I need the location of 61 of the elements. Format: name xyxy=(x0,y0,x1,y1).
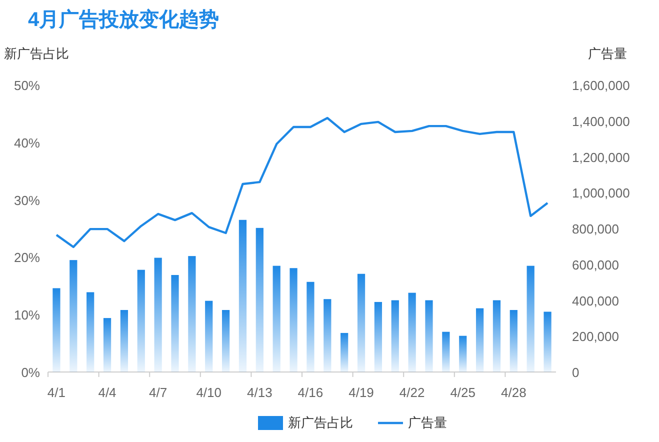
y2-tick-label: 400,000 xyxy=(572,293,619,308)
y-tick-label: 30% xyxy=(14,192,40,208)
bar xyxy=(70,260,78,372)
y2-tick-label: 0 xyxy=(572,365,580,380)
bar xyxy=(52,288,60,372)
bar xyxy=(510,310,518,372)
bar xyxy=(357,274,366,372)
x-tick-label: 4/7 xyxy=(149,385,168,400)
bar xyxy=(306,282,314,372)
bar xyxy=(544,312,552,372)
x-tick-label: 4/13 xyxy=(247,385,272,400)
bar xyxy=(188,256,196,372)
y-tick-label: 0% xyxy=(21,365,40,380)
y-axis-title: 新广告占比 xyxy=(4,46,69,61)
y2-tick-label: 200,000 xyxy=(572,329,619,344)
x-tick-label: 4/22 xyxy=(399,385,425,400)
bar xyxy=(492,300,501,372)
x-tick-label: 4/16 xyxy=(298,385,324,400)
y2-tick-label: 1,600,000 xyxy=(572,78,630,93)
y-tick-label: 50% xyxy=(14,78,40,93)
bar xyxy=(408,292,416,372)
bar xyxy=(391,300,399,372)
bar xyxy=(425,300,433,372)
x-tick-label: 4/19 xyxy=(348,385,374,400)
bar xyxy=(154,258,162,372)
x-tick-label: 4/10 xyxy=(196,385,222,400)
bar xyxy=(324,299,332,372)
y2-tick-label: 800,000 xyxy=(572,222,619,236)
bar xyxy=(374,302,382,372)
bar xyxy=(171,274,179,372)
line-series xyxy=(55,116,549,248)
legend-label: 新广告占比 xyxy=(288,415,353,430)
y2-tick-label: 1,200,000 xyxy=(572,150,630,165)
bar xyxy=(205,300,213,372)
bar xyxy=(476,308,484,372)
bar xyxy=(340,332,348,372)
y-tick-label: 10% xyxy=(14,308,40,323)
bar xyxy=(256,228,264,372)
x-tick-label: 4/1 xyxy=(47,385,66,400)
y2-tick-label: 1,000,000 xyxy=(572,186,630,201)
bar xyxy=(459,336,467,372)
x-tick-label: 4/4 xyxy=(98,385,116,400)
y2-axis-title: 广告量 xyxy=(588,46,627,61)
y2-tick-label: 1,400,000 xyxy=(572,114,630,129)
x-tick-label: 4/28 xyxy=(501,385,526,400)
bar xyxy=(526,266,534,372)
bar xyxy=(442,332,450,372)
legend-label: 广告量 xyxy=(408,415,447,430)
chart-title: 4月广告投放变化趋势 xyxy=(28,8,220,31)
bar xyxy=(272,266,280,372)
y-tick-label: 20% xyxy=(14,250,40,266)
bar xyxy=(137,270,145,372)
x-tick-label: 4/25 xyxy=(450,385,476,400)
bar xyxy=(86,292,94,372)
bar xyxy=(103,318,112,372)
bar xyxy=(238,220,247,372)
y2-tick-label: 600,000 xyxy=(572,257,619,272)
bar xyxy=(120,310,128,372)
y-tick-label: 40% xyxy=(14,135,40,150)
bar xyxy=(290,268,298,372)
bar xyxy=(222,310,230,372)
